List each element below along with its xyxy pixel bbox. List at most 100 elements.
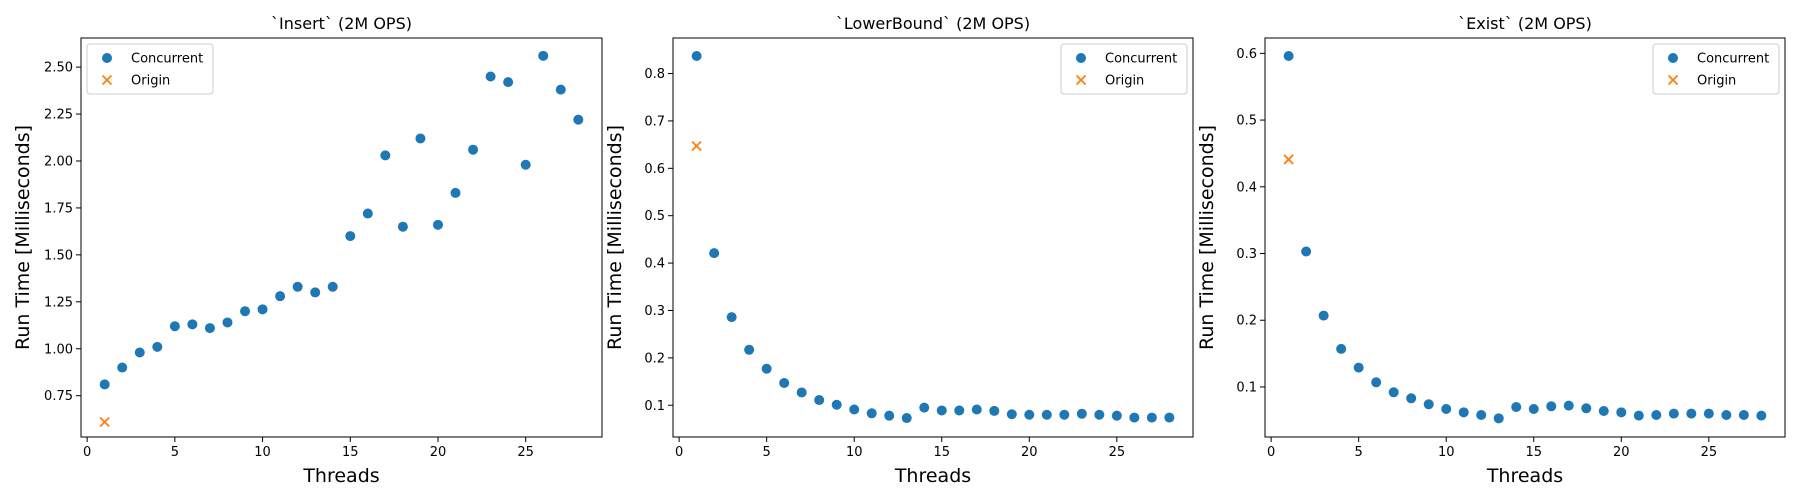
legend-box xyxy=(1652,43,1780,95)
data-point-concurrent xyxy=(761,363,772,374)
x-tick-label: 5 xyxy=(1355,445,1363,460)
data-point-concurrent xyxy=(292,281,303,292)
data-point-concurrent xyxy=(538,50,549,61)
legend-marker-concurrent xyxy=(102,53,112,63)
chart-panel-1: 0 5 10 15 20 25 0.75 1.00 1.25 1.50 1.75 2.00 2.25 2.… xyxy=(12,14,603,487)
data-point-concurrent xyxy=(779,377,790,388)
data-point-concurrent xyxy=(919,402,930,413)
legend-box xyxy=(1060,43,1188,95)
y-tick-label: 0.6 xyxy=(1236,47,1257,62)
y-tick-label: 1.00 xyxy=(44,342,73,357)
data-point-concurrent xyxy=(1146,412,1157,423)
x-tick-label: 15 xyxy=(1525,445,1542,460)
data-point-concurrent xyxy=(691,51,702,62)
data-point-concurrent xyxy=(1738,409,1749,420)
y-tick-label: 2.25 xyxy=(44,108,73,123)
data-point-concurrent xyxy=(450,187,461,198)
y-tick-label: 0.4 xyxy=(1236,180,1257,195)
y-tick-label: 1.25 xyxy=(44,295,73,310)
data-point-concurrent xyxy=(204,323,215,334)
x-tick-label: 25 xyxy=(517,445,534,460)
data-point-concurrent xyxy=(1094,409,1105,420)
y-tick-label: 0.8 xyxy=(644,67,665,82)
data-point-concurrent xyxy=(222,317,233,328)
data-point-concurrent xyxy=(1024,409,1035,420)
data-point-concurrent xyxy=(1318,310,1329,321)
legend-marker-origin xyxy=(1667,74,1679,86)
y-tick-label: 2.00 xyxy=(44,154,73,169)
y-tick-label: 0.2 xyxy=(644,351,665,366)
data-point-concurrent xyxy=(362,208,373,219)
data-point-concurrent xyxy=(744,344,755,355)
data-point-concurrent xyxy=(1651,409,1662,420)
data-point-concurrent xyxy=(1388,387,1399,398)
x-tick-label: 0 xyxy=(83,445,91,460)
data-point-concurrent xyxy=(884,410,895,421)
y-tick-label: 2.50 xyxy=(44,61,73,76)
x-tick-label: 20 xyxy=(1021,445,1038,460)
data-point-origin xyxy=(1283,154,1294,165)
chart-title: `LowerBound` (2M OPS) xyxy=(836,14,1030,33)
legend-marker-concurrent xyxy=(1668,53,1678,63)
legend-label: Origin xyxy=(1105,74,1144,89)
data-point-concurrent xyxy=(1301,246,1312,257)
chart-title: `Insert` (2M OPS) xyxy=(271,14,412,33)
data-point-concurrent xyxy=(520,159,531,170)
data-point-concurrent xyxy=(726,312,737,323)
y-tick-label: 0.3 xyxy=(1236,247,1257,262)
data-point-concurrent xyxy=(796,387,807,398)
data-point-concurrent xyxy=(1511,401,1522,412)
x-tick-label: 20 xyxy=(1613,445,1630,460)
data-point-concurrent xyxy=(989,405,1000,416)
chart-panel-2: 0 5 10 15 20 25 0.1 0.2 0.3 0.4 0.5 0.6 0.7 0.8 `Lower… xyxy=(604,14,1194,487)
data-point-concurrent xyxy=(503,77,514,88)
data-point-concurrent xyxy=(1546,401,1557,412)
data-point-concurrent xyxy=(1668,408,1679,419)
axes-frame xyxy=(1264,37,1786,438)
legend: Concurrent Origin xyxy=(1060,43,1188,95)
x-tick-label: 0 xyxy=(1267,445,1275,460)
legend-marker-origin xyxy=(1075,74,1087,86)
y-tick-label: 0.75 xyxy=(44,389,73,404)
data-point-concurrent xyxy=(814,395,825,406)
chart-title: `Exist` (2M OPS) xyxy=(1458,14,1592,33)
y-tick-label: 0.1 xyxy=(1236,380,1257,395)
data-point-concurrent xyxy=(240,306,251,317)
data-point-concurrent xyxy=(380,150,391,161)
x-tick-label: 15 xyxy=(933,445,950,460)
data-point-concurrent xyxy=(468,144,479,155)
legend-label: Concurrent xyxy=(1697,52,1769,67)
y-axis-label: Run Time [Milliseconds] xyxy=(12,125,34,350)
legend-label: Concurrent xyxy=(1105,52,1177,67)
y-tick-label: 0.5 xyxy=(1236,114,1257,129)
x-tick-label: 25 xyxy=(1109,445,1126,460)
legend-box xyxy=(86,43,214,95)
data-point-concurrent xyxy=(866,408,877,419)
y-tick-label: 0.2 xyxy=(1236,314,1257,329)
legend: Concurrent Origin xyxy=(1652,43,1780,95)
data-point-concurrent xyxy=(709,248,720,259)
y-tick-label: 0.1 xyxy=(644,399,665,414)
y-axis-label: Run Time [Milliseconds] xyxy=(604,125,626,350)
x-axis-label: Threads xyxy=(302,465,379,487)
data-point-concurrent xyxy=(1493,413,1504,424)
data-point-concurrent xyxy=(99,379,110,390)
data-point-concurrent xyxy=(1371,377,1382,388)
data-point-concurrent xyxy=(1283,51,1294,62)
data-point-concurrent xyxy=(1721,409,1732,420)
data-point-concurrent xyxy=(1076,408,1087,419)
data-point-concurrent xyxy=(1059,409,1070,420)
data-point-concurrent xyxy=(1006,409,1017,420)
data-point-concurrent xyxy=(327,281,338,292)
data-point-concurrent xyxy=(1423,399,1434,410)
data-point-concurrent xyxy=(573,114,584,125)
y-tick-label: 0.3 xyxy=(644,304,665,319)
x-tick-label: 20 xyxy=(430,445,447,460)
data-point-concurrent xyxy=(1406,393,1417,404)
y-tick-label: 0.7 xyxy=(644,114,665,129)
legend-label: Origin xyxy=(1697,74,1736,89)
x-tick-label: 10 xyxy=(1438,445,1455,460)
legend-label: Concurrent xyxy=(131,52,203,67)
data-point-concurrent xyxy=(901,413,912,424)
data-point-concurrent xyxy=(432,219,443,230)
